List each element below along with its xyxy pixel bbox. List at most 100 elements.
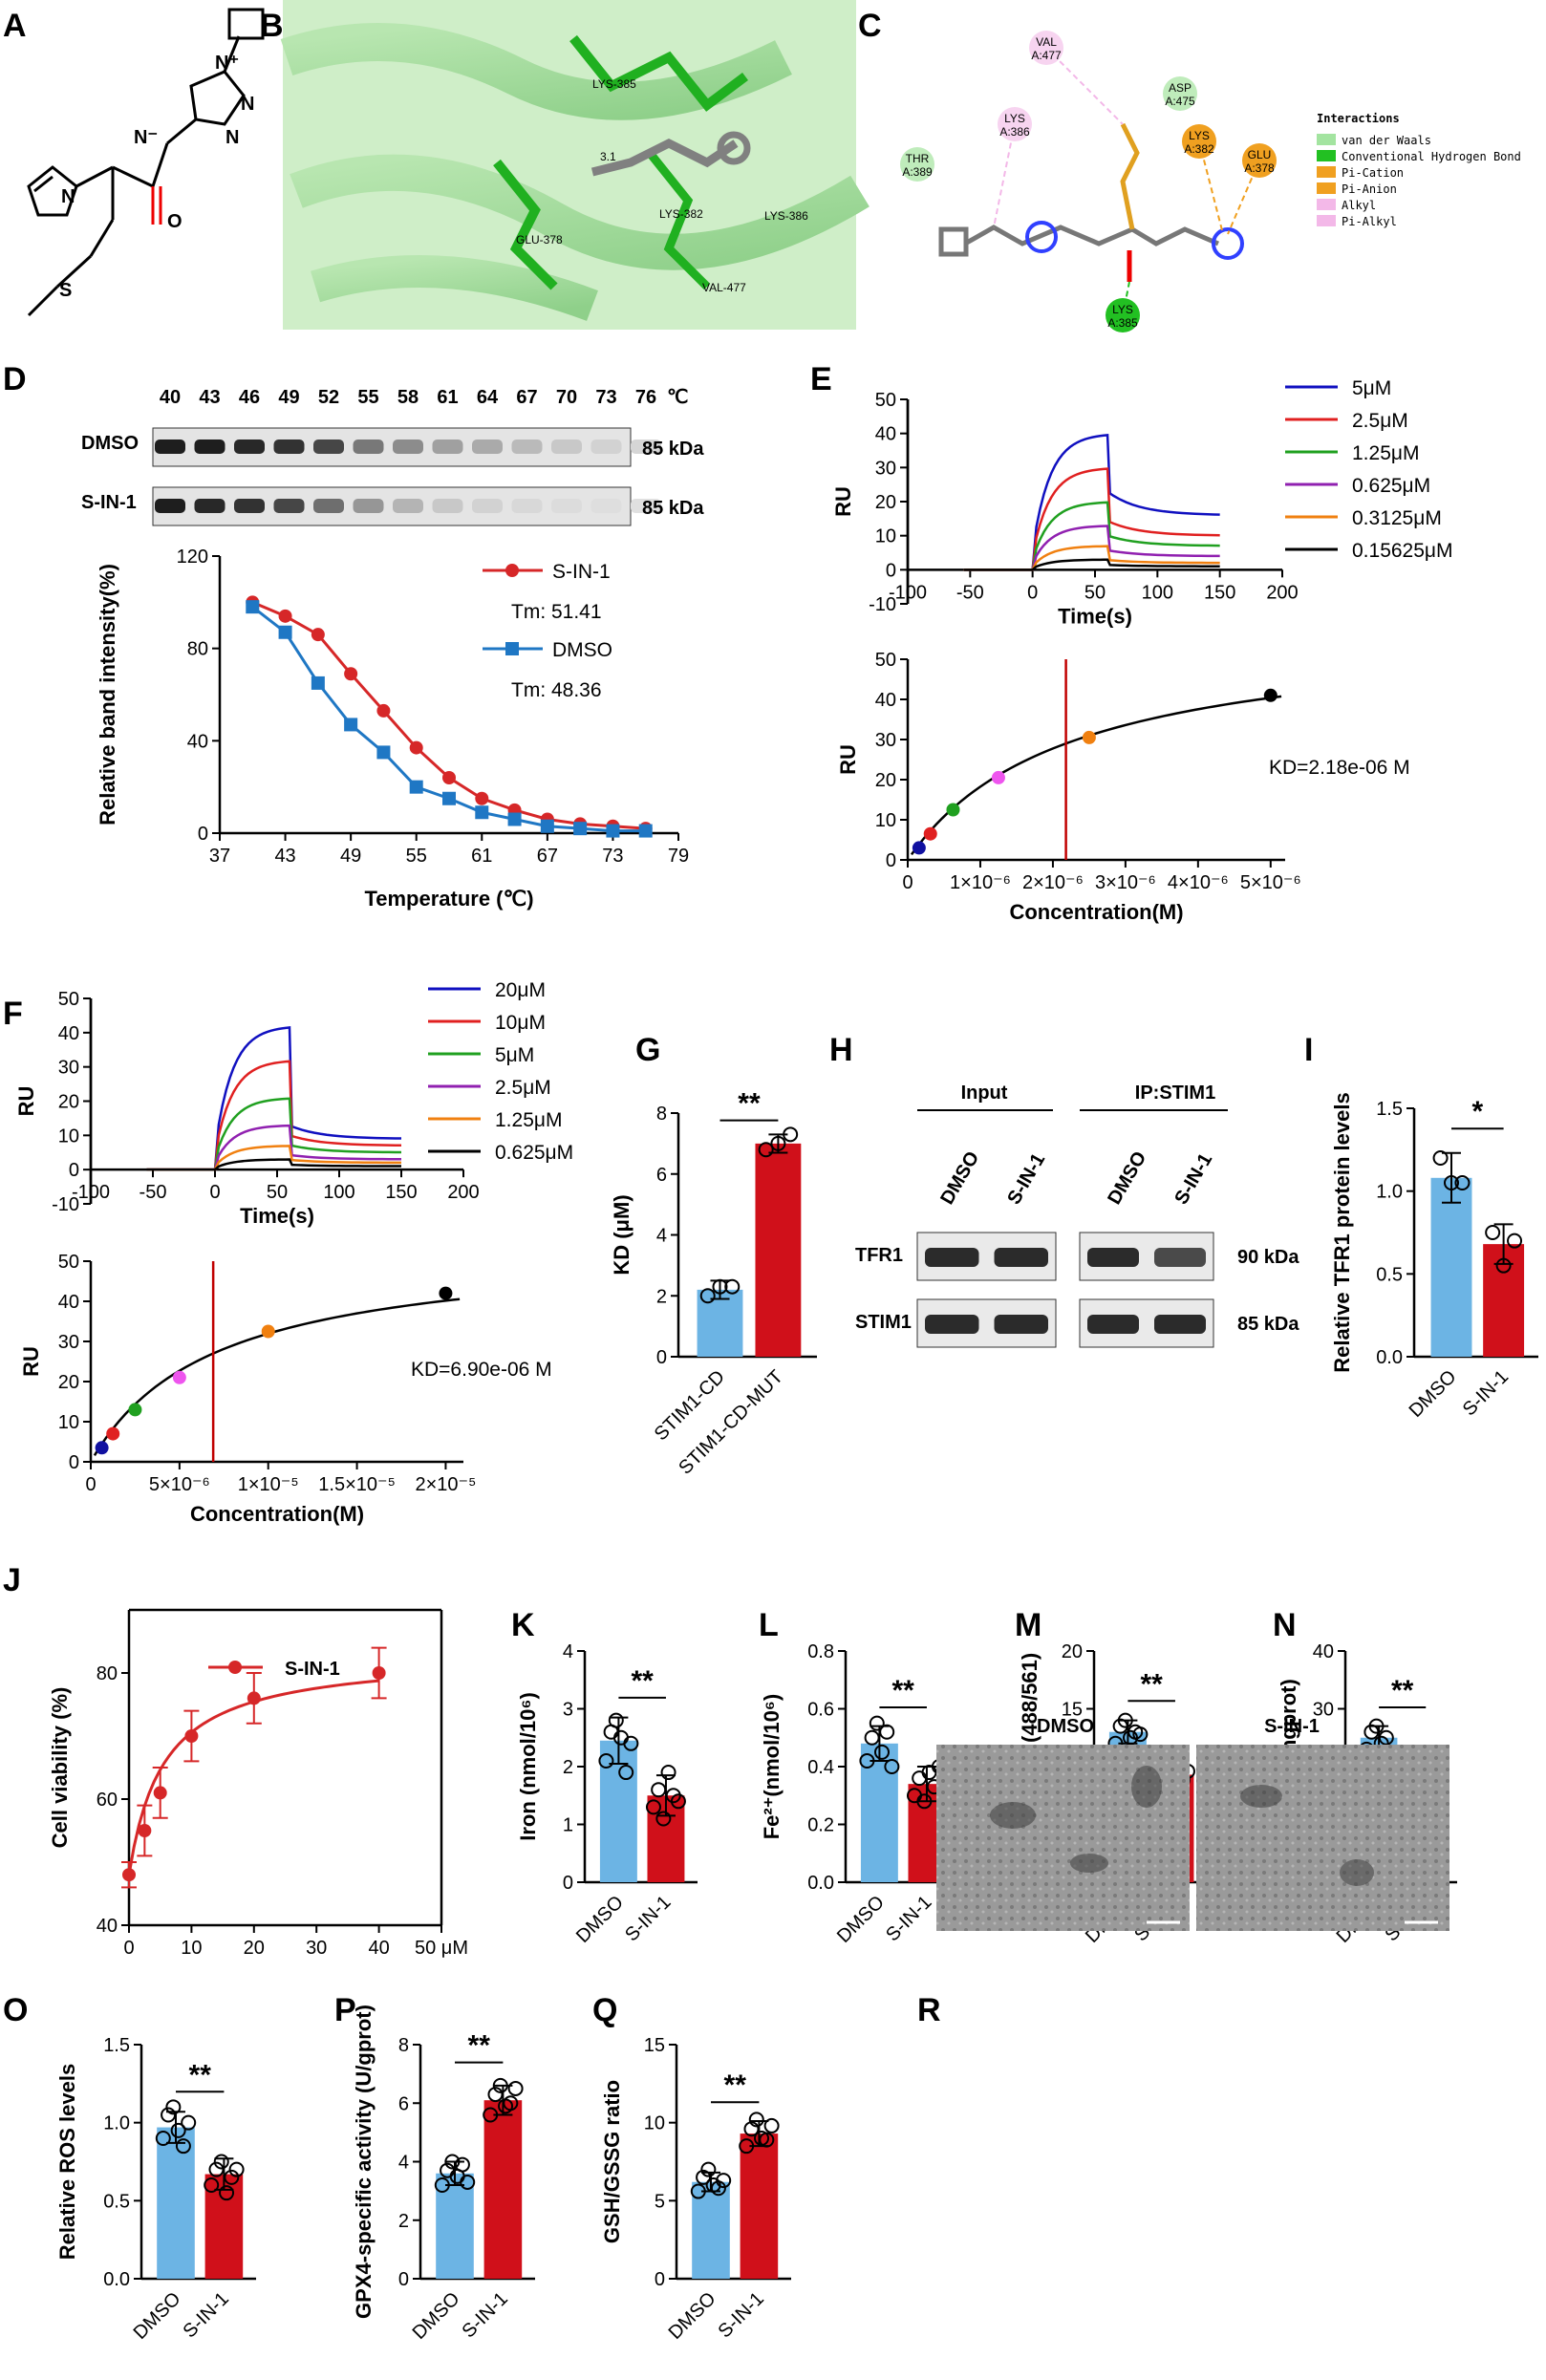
panel-c-interaction-diagram: VALA:477ASPA:475LYSA:386THRA:389LYSA:382… <box>900 31 1521 332</box>
blot-band <box>393 440 423 454</box>
y-tick-label: 0.6 <box>807 1700 834 1721</box>
legend-label: S-IN-1 <box>285 1659 340 1680</box>
replicate-point <box>758 1142 774 1158</box>
pyrrole-ring <box>27 165 78 217</box>
residue-name: THR <box>906 152 930 165</box>
x-tick-label: 50 μM <box>415 1938 468 1959</box>
replicate-point <box>181 2114 197 2131</box>
y-tick-label: 3 <box>563 1700 573 1721</box>
lane-label: S-IN-1 <box>1170 1149 1216 1208</box>
significance-mark: ** <box>189 2059 212 2091</box>
y-tick-label: 40 <box>187 731 208 752</box>
blot-band <box>511 440 543 454</box>
data-point <box>95 1441 109 1455</box>
x-axis-label: Time(s) <box>1058 604 1132 628</box>
residue-name: LYS <box>1189 129 1210 142</box>
data-point <box>540 819 554 833</box>
replicate-point <box>873 1744 890 1760</box>
blot-row-label: DMSO <box>81 433 139 454</box>
blot-band <box>432 499 463 513</box>
legend-label: Pi-Anion <box>1342 182 1397 196</box>
x-tick-label: 3×10⁻⁶ <box>1095 872 1156 893</box>
replicate-point <box>916 1793 933 1810</box>
x-tick-label: 79 <box>668 846 689 867</box>
x-tick-label: 50 <box>267 1182 288 1203</box>
replicate-point <box>1368 1718 1385 1734</box>
y-tick-label: 5 <box>655 2191 665 2212</box>
y-tick-label: 50 <box>875 650 896 671</box>
x-tick-label: 50 <box>1084 582 1106 603</box>
triazole-ring <box>1025 221 1058 253</box>
data-point <box>128 1403 142 1417</box>
kd-label: KD=2.18e-06 M <box>1269 757 1410 779</box>
legend-label: 2.5μM <box>1352 410 1408 432</box>
panel-h-blots: Input IP:STIM1 DMSO S-IN-1 DMSO S-IN-1 TFR1 90 … <box>855 1083 1299 1348</box>
replicate-point <box>1454 1175 1471 1190</box>
x-tick-label: 200 <box>1266 582 1298 603</box>
x-tick-label: 40 <box>368 1938 389 1959</box>
sensorgram-line <box>963 433 1220 571</box>
y-tick-label: 0.0 <box>1376 1347 1403 1368</box>
temp-label: 40 <box>160 387 181 408</box>
bar <box>692 2181 730 2279</box>
svg-text:N: N <box>241 94 254 115</box>
data-point <box>1263 688 1278 702</box>
y-tick-label: 0 <box>656 1347 667 1368</box>
replicate-point <box>743 2121 760 2137</box>
y-tick-label: 1.5 <box>1376 1099 1403 1120</box>
svg-text:N⁻: N⁻ <box>134 127 158 148</box>
blot-band <box>472 440 503 454</box>
significance-mark: ** <box>632 1665 655 1697</box>
bar <box>860 1743 898 1882</box>
legend-swatch <box>1317 150 1336 161</box>
data-point <box>246 600 260 614</box>
significance-mark: ** <box>738 1088 761 1120</box>
y-tick-label: 0.4 <box>807 1757 834 1778</box>
lane-label: DMSO <box>936 1148 983 1209</box>
data-point <box>311 628 325 642</box>
temp-label: 58 <box>397 387 419 408</box>
replicate-point <box>660 1765 676 1781</box>
y-tick-label: 15 <box>1062 1700 1083 1721</box>
blot-strip <box>152 427 632 467</box>
replicate-point <box>783 1126 799 1143</box>
y-tick-label: 1.5 <box>103 2035 130 2056</box>
y-tick-label: 80 <box>187 639 208 660</box>
replicate-point <box>921 1765 937 1781</box>
panel-label-j: J <box>3 1562 21 1598</box>
svg-text:N: N <box>225 127 239 148</box>
replicate-point <box>1117 1712 1133 1728</box>
panel-label-g: G <box>635 1032 660 1068</box>
y-tick-label: 10 <box>875 810 896 831</box>
x-tick-label: 55 <box>406 846 427 867</box>
y-tick-label: 20 <box>58 1372 79 1393</box>
legend-label: 1.25μM <box>1352 442 1419 464</box>
x-tick-label: 2×10⁻⁵ <box>415 1474 476 1495</box>
category-label: S-IN-1 <box>715 2288 768 2342</box>
y-axis-label: Cell viability (%) <box>48 1687 72 1849</box>
sensorgram-line <box>146 1124 402 1171</box>
data-point <box>278 609 292 623</box>
legend-label: Alkyl <box>1342 199 1376 212</box>
residue-chain: A:389 <box>902 165 933 179</box>
y-axis-label: RU <box>19 1346 43 1377</box>
y-tick-label: 0 <box>886 560 896 581</box>
y-tick-label: 8 <box>398 2035 409 2056</box>
panel-label-h: H <box>829 1032 853 1068</box>
category-label: S-IN-1 <box>459 2288 512 2342</box>
data-point <box>923 826 937 841</box>
y-axis-label: KD (μM) <box>610 1194 633 1275</box>
y-tick-label: 120 <box>177 547 208 568</box>
residue-name: ASP <box>1169 81 1192 95</box>
chart-d: 0 40 80 120 37 43 49 55 61 67 73 79 Temperature (℃) R… <box>96 547 689 911</box>
residue-disc <box>1163 76 1197 111</box>
replicate-point <box>724 1278 741 1295</box>
residue-disc <box>998 107 1032 141</box>
sensorgram-line <box>146 1060 402 1171</box>
x-tick-label: 43 <box>274 846 295 867</box>
y-axis-label: RU <box>836 744 860 775</box>
